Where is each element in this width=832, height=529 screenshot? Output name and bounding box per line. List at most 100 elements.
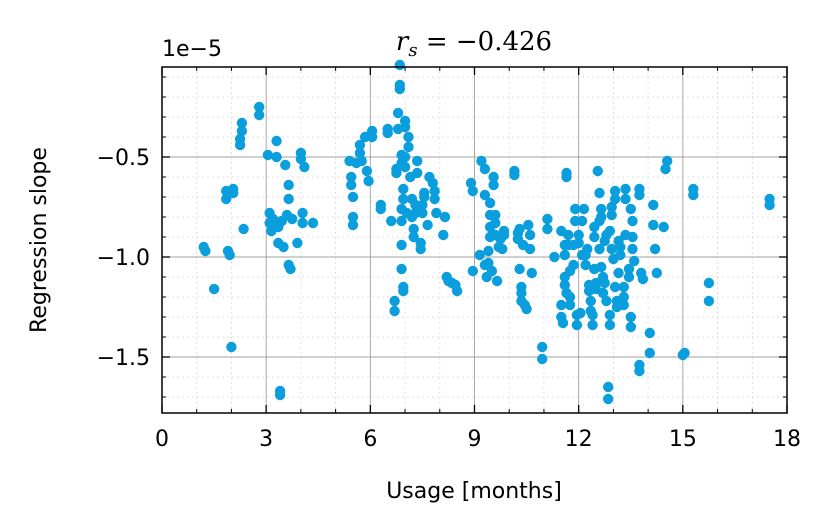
data-point <box>764 199 775 211</box>
data-point <box>662 155 673 167</box>
y-tick-label: −1.0 <box>97 246 150 271</box>
data-point <box>451 285 463 297</box>
data-point <box>623 271 635 283</box>
data-point <box>601 295 612 307</box>
data-point <box>271 151 282 163</box>
data-point <box>563 229 574 241</box>
data-point <box>524 243 536 255</box>
data-point <box>498 229 510 241</box>
x-tick-label: 3 <box>259 427 273 452</box>
data-point <box>474 249 485 261</box>
data-point <box>578 203 590 215</box>
data-point <box>582 243 593 255</box>
data-point <box>394 83 405 95</box>
data-point <box>514 263 525 275</box>
data-point <box>564 299 576 311</box>
data-point <box>629 255 640 267</box>
data-point <box>483 257 494 269</box>
x-tick-label: 9 <box>468 427 482 452</box>
data-point <box>234 139 246 151</box>
data-point <box>615 241 626 253</box>
data-point <box>280 159 291 171</box>
data-point <box>484 197 496 209</box>
data-point <box>228 187 239 199</box>
data-point <box>660 163 671 175</box>
data-point <box>398 285 409 297</box>
data-point <box>490 217 501 229</box>
data-point <box>375 203 386 215</box>
data-point <box>221 193 232 205</box>
y-tick-label: −0.5 <box>97 146 150 171</box>
data-point <box>606 243 617 255</box>
data-point <box>467 185 478 197</box>
data-point <box>575 307 586 319</box>
data-point <box>623 263 635 275</box>
data-point <box>254 101 265 113</box>
data-point <box>618 299 629 311</box>
data-point <box>488 179 499 191</box>
data-point <box>625 311 636 323</box>
data-point <box>604 319 616 331</box>
data-point <box>573 237 584 249</box>
data-points <box>198 59 775 405</box>
data-point <box>274 389 286 401</box>
data-point <box>634 189 645 201</box>
data-point <box>267 213 279 225</box>
data-point <box>479 189 491 201</box>
x-tick-label: 15 <box>669 427 697 452</box>
data-point <box>609 185 621 197</box>
data-point <box>648 199 659 211</box>
data-point <box>587 309 598 321</box>
data-point <box>236 125 248 137</box>
data-point <box>271 135 282 147</box>
data-point <box>703 295 715 307</box>
data-point <box>297 207 308 219</box>
data-point <box>356 155 367 167</box>
data-point <box>556 299 567 311</box>
data-point <box>488 171 499 183</box>
data-point <box>486 265 498 277</box>
data-point <box>606 209 617 221</box>
data-point <box>295 153 307 165</box>
data-point <box>627 215 638 227</box>
data-point <box>620 193 631 205</box>
data-point <box>412 167 423 179</box>
data-point <box>644 327 655 339</box>
data-point <box>408 223 419 235</box>
data-point <box>549 251 560 263</box>
data-point <box>627 231 638 243</box>
data-point <box>596 261 607 273</box>
data-point <box>559 279 570 291</box>
chart-title: rs = −0.426 <box>396 27 552 61</box>
data-point <box>429 193 440 205</box>
x-tick-label: 12 <box>565 427 593 452</box>
major-grid <box>162 67 787 413</box>
y-tick-labels: −0.5 −1.0 −1.5 <box>97 146 150 371</box>
data-point <box>542 223 553 235</box>
x-tick-labels: 0 3 6 9 12 15 18 <box>155 427 801 452</box>
data-point <box>422 219 433 231</box>
data-point <box>262 149 274 161</box>
data-point <box>363 175 374 187</box>
data-point <box>491 275 503 287</box>
x-tick-label: 0 <box>155 427 169 452</box>
data-point <box>559 249 570 261</box>
data-point <box>346 171 357 183</box>
data-point <box>618 281 629 293</box>
data-point <box>542 213 553 225</box>
data-point <box>283 193 294 205</box>
data-point <box>679 347 690 359</box>
data-point <box>431 207 442 219</box>
data-point <box>394 59 405 71</box>
data-point <box>604 309 616 321</box>
data-point <box>599 277 610 289</box>
data-point <box>412 155 423 167</box>
data-point <box>603 381 614 393</box>
data-point <box>396 239 407 251</box>
data-point <box>403 141 414 153</box>
data-point <box>467 265 478 277</box>
data-point <box>408 231 419 243</box>
data-point <box>278 241 289 253</box>
data-point <box>618 291 629 303</box>
